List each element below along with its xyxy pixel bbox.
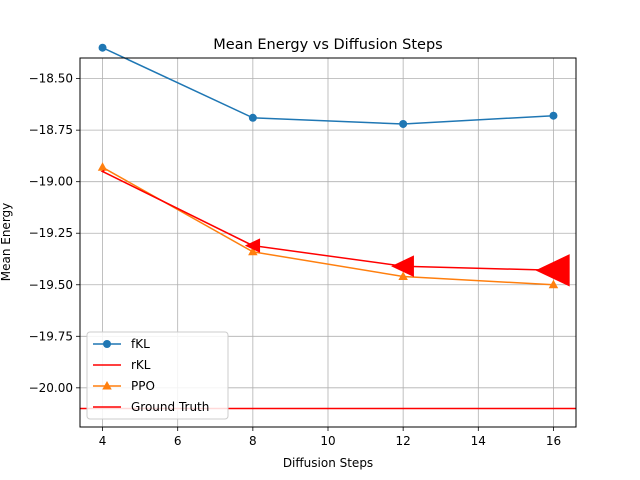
data-point-rkl xyxy=(391,255,414,278)
x-axis-title: Diffusion Steps xyxy=(283,456,373,470)
series-group xyxy=(97,43,570,289)
y-tick-label: −18.75 xyxy=(29,123,73,137)
legend: fKL rKL PPO Ground Truth xyxy=(86,331,229,420)
series-line-ppo xyxy=(102,166,554,286)
x-tick-label: 10 xyxy=(320,434,335,448)
x-tick-label: 8 xyxy=(249,434,257,448)
data-point-fkl xyxy=(248,113,257,122)
legend-label: fKL xyxy=(131,337,150,351)
data-point-rkl xyxy=(100,169,105,174)
legend-label: Ground Truth xyxy=(131,400,209,414)
y-tick-label: −19.75 xyxy=(29,329,73,343)
chart-title: Mean Energy vs Diffusion Steps xyxy=(213,37,442,53)
y-tick-label: −18.50 xyxy=(29,72,73,86)
y-tick-label: −19.25 xyxy=(29,226,73,240)
legend-marker xyxy=(103,340,111,348)
y-axis-title: Mean Energy xyxy=(0,203,13,282)
data-point-ppo xyxy=(398,271,408,281)
y-tick-label: −19.00 xyxy=(29,175,73,189)
axis-ticks: 4 6 8 10 12 14 16 −18.50 −18.75 −19.00 −19.25 −19.5… xyxy=(29,72,562,448)
x-tick-label: 12 xyxy=(396,434,411,448)
y-tick-label: −19.50 xyxy=(29,278,73,292)
data-point-rkl xyxy=(244,238,261,253)
x-tick-label: 16 xyxy=(546,434,561,448)
legend-label: PPO xyxy=(131,379,155,393)
data-point-ppo xyxy=(97,162,108,171)
data-point-fkl xyxy=(98,43,107,52)
legend-marker xyxy=(102,381,112,390)
series-line-rkl xyxy=(102,170,554,272)
legend-box xyxy=(86,331,229,420)
data-point-fkl xyxy=(549,111,558,120)
data-point-fkl xyxy=(399,119,408,128)
data-point-ppo xyxy=(548,279,559,289)
data-point-ppo xyxy=(248,246,258,256)
legend-label: rKL xyxy=(131,358,151,372)
series-line-fkl xyxy=(102,47,554,125)
y-tick-label: −20.00 xyxy=(29,381,73,395)
x-tick-label: 4 xyxy=(99,434,107,448)
x-tick-label: 14 xyxy=(471,434,486,448)
data-point-rkl xyxy=(535,254,570,287)
x-tick-label: 6 xyxy=(174,434,182,448)
